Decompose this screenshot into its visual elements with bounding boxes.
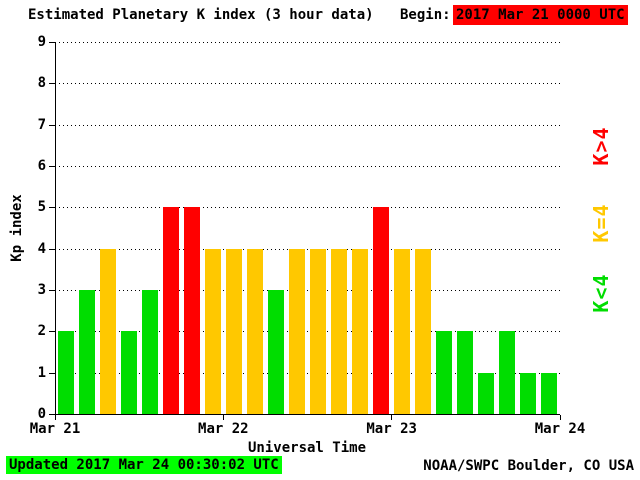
kp-bar (352, 249, 369, 414)
x-axis-line (55, 414, 560, 415)
y-tick-label: 9 (37, 34, 46, 50)
y-tick-mark (49, 414, 55, 415)
y-tick-mark (49, 166, 55, 167)
gridline (55, 372, 560, 374)
y-tick-mark (49, 83, 55, 85)
x-tick-mark (222, 415, 224, 420)
y-tick-label: 6 (37, 158, 46, 174)
y-tick-mark (49, 42, 55, 43)
kp-bar (162, 207, 179, 414)
y-tick-label: 8 (37, 75, 46, 92)
kp-bar (520, 373, 537, 414)
kp-bar (246, 249, 263, 414)
plot-area (55, 42, 560, 415)
kp-bar (499, 331, 516, 414)
x-tick-label: Mar 22 (198, 421, 249, 437)
y-tick-mark (49, 124, 55, 126)
kp-bar (478, 373, 495, 414)
updated-badge: Updated 2017 Mar 24 00:30:02 UTC (6, 456, 282, 474)
chart-title: Estimated Planetary K index (3 hour data… (28, 7, 374, 23)
legend-label-k-lt-4: K<4 (589, 273, 613, 313)
y-axis-line (55, 42, 56, 415)
kp-bar (120, 331, 137, 414)
y-tick-label: 7 (37, 116, 46, 133)
begin-date-badge: 2017 Mar 21 0000 UTC (453, 5, 628, 25)
kp-bar (415, 249, 432, 414)
y-tick-label: 1 (37, 364, 46, 381)
kp-bar (204, 249, 221, 414)
x-tick-mark (54, 415, 56, 420)
y-tick-label: 5 (37, 199, 46, 216)
legend-label-k-gt-4: K>4 (589, 126, 613, 166)
gridline (55, 207, 560, 209)
kp-bar (141, 290, 158, 414)
gridline (55, 331, 560, 333)
kp-bar (310, 249, 327, 414)
x-tick-label: Mar 24 (534, 421, 586, 437)
kp-bar (331, 249, 348, 414)
credit-text: NOAA/SWPC Boulder, CO USA (423, 458, 634, 474)
y-tick-label: 2 (37, 323, 46, 340)
x-axis-title: Universal Time (247, 440, 367, 456)
y-tick-mark (49, 331, 55, 333)
kp-bar (457, 331, 474, 414)
kp-bar (288, 249, 305, 414)
kp-bar (183, 207, 200, 414)
y-axis-title: Kp index (9, 194, 25, 262)
kp-bar (394, 249, 411, 414)
kp-bar (225, 249, 242, 414)
x-tick-label: Mar 23 (366, 421, 417, 437)
kp-bar (78, 290, 95, 414)
x-tick-mark (391, 415, 393, 420)
legend-label-k-eq-4: K=4 (589, 203, 613, 243)
y-tick-label: 4 (37, 240, 46, 257)
kp-bar (99, 249, 116, 414)
gridline (55, 42, 560, 43)
y-tick-mark (49, 207, 55, 209)
x-tick-mark (559, 415, 561, 420)
y-tick-label: 3 (37, 282, 46, 298)
gridline (55, 248, 560, 250)
kp-bar (267, 290, 284, 414)
kp-bar (436, 331, 453, 414)
y-tick-mark (49, 248, 55, 250)
x-tick-label: Mar 21 (29, 421, 81, 437)
kp-bar (373, 207, 390, 414)
begin-label: Begin: (400, 7, 451, 23)
gridline (55, 83, 560, 85)
gridline (55, 166, 560, 167)
gridline (55, 124, 560, 126)
gridline (55, 290, 560, 291)
kp-bar (57, 331, 74, 414)
y-tick-label: 0 (37, 406, 46, 422)
y-tick-mark (49, 290, 55, 291)
kp-bar (541, 373, 558, 414)
y-tick-mark (49, 372, 55, 374)
